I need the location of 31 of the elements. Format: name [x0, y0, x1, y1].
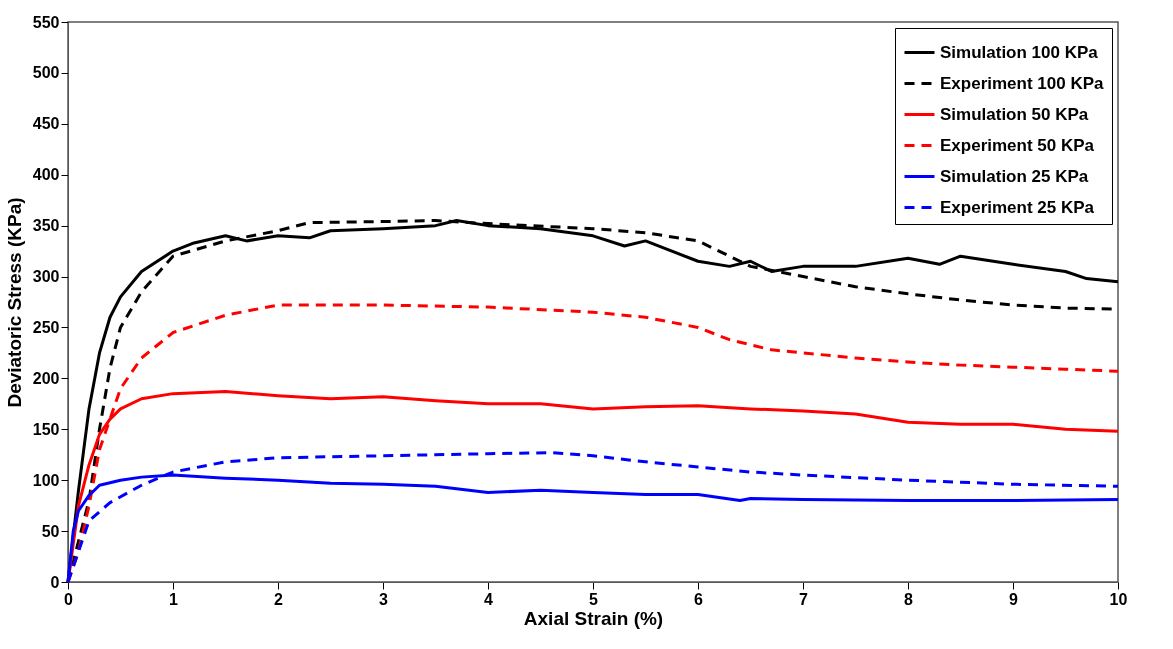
y-axis-title: Deviatoric Stress (KPa) — [3, 197, 25, 408]
legend-label: Simulation 25 KPa — [940, 166, 1089, 186]
y-tick-label: 0 — [50, 573, 60, 591]
y-tick-label: 50 — [41, 522, 60, 540]
legend-label: Experiment 50 KPa — [940, 135, 1095, 155]
x-tick-label: 9 — [1009, 590, 1019, 608]
x-tick-label: 2 — [274, 590, 284, 608]
y-tick-label: 550 — [32, 13, 60, 31]
x-tick-label: 3 — [379, 590, 389, 608]
legend-label: Simulation 50 KPa — [940, 104, 1089, 124]
x-tick-label: 0 — [64, 590, 74, 608]
y-tick-label: 400 — [32, 166, 60, 184]
x-tick-label: 4 — [484, 590, 494, 608]
y-tick-label: 350 — [32, 217, 60, 235]
y-tick-label: 150 — [32, 420, 60, 438]
x-tick-label: 10 — [1109, 590, 1128, 608]
y-tick-label: 300 — [32, 268, 60, 286]
y-tick-label: 200 — [32, 369, 60, 387]
x-tick-label: 7 — [799, 590, 809, 608]
x-axis-title: Axial Strain (%) — [523, 607, 664, 629]
legend-label: Experiment 25 KPa — [940, 197, 1095, 217]
legend-label: Simulation 100 KPa — [940, 42, 1099, 62]
x-tick-label: 1 — [169, 590, 179, 608]
x-tick-label: 8 — [904, 590, 914, 608]
y-tick-label: 250 — [32, 318, 60, 336]
legend-label: Experiment 100 KPa — [940, 73, 1105, 93]
x-tick-label: 5 — [589, 590, 599, 608]
x-tick-label: 6 — [694, 590, 704, 608]
y-tick-label: 100 — [32, 471, 60, 489]
y-tick-label: 500 — [32, 64, 60, 82]
y-tick-label: 450 — [32, 115, 60, 133]
